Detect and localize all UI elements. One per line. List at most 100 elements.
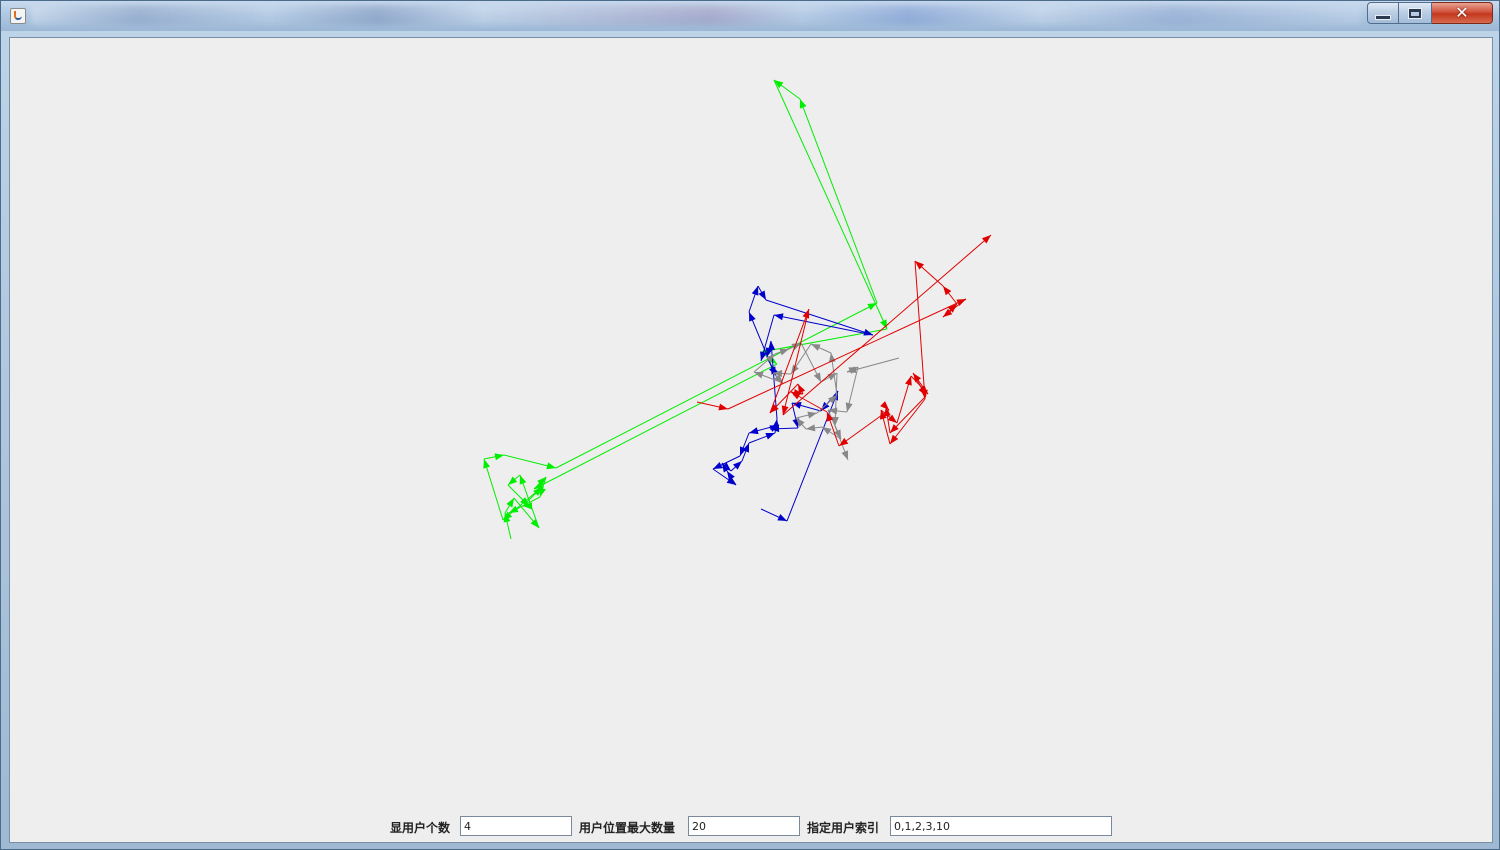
arrow-head	[546, 462, 556, 470]
arrow-head	[791, 364, 799, 374]
arrow-head	[760, 351, 767, 361]
arrow-head	[826, 412, 834, 422]
user-path-1	[712, 285, 874, 522]
arrow-head	[765, 347, 773, 357]
path-segment	[765, 299, 874, 336]
arrow-head	[879, 410, 887, 420]
arrow-head	[777, 514, 787, 521]
arrow-head	[807, 411, 817, 419]
control-bar: 显用户个数 用户位置最大数量 指定用户索引	[10, 814, 1492, 840]
arrow-head	[768, 341, 776, 351]
arrow-head	[890, 424, 899, 433]
minimize-icon	[1375, 14, 1391, 20]
arrow-head	[822, 427, 832, 435]
path-segment	[748, 311, 772, 366]
arrow-head	[483, 459, 491, 469]
arrow-head	[765, 354, 775, 363]
arrow-head	[887, 414, 897, 423]
arrow-head	[732, 461, 742, 470]
path-segment	[533, 363, 778, 490]
arrow-head	[943, 286, 952, 296]
arrow-head	[721, 462, 731, 471]
close-button[interactable]: ✕	[1432, 2, 1493, 24]
arrow-head	[718, 403, 728, 411]
arrow-head	[918, 386, 926, 396]
arrow-head	[779, 348, 789, 356]
arrow-head	[831, 416, 839, 426]
path-segment	[773, 314, 874, 336]
arrow-head	[751, 286, 759, 296]
arrow-head	[792, 402, 802, 409]
arrow-head	[806, 424, 816, 432]
user-index-input[interactable]	[890, 816, 1112, 836]
arrow-head	[839, 437, 849, 446]
arrow-head	[813, 372, 821, 382]
user-count-label: 显用户个数	[390, 821, 451, 835]
path-segment	[773, 79, 888, 330]
arrow-head	[770, 404, 779, 413]
arrow-head	[506, 498, 514, 508]
arrow-head	[880, 401, 889, 410]
arrow-head	[811, 344, 821, 351]
user-path-3	[696, 234, 992, 447]
path-segment	[782, 234, 992, 416]
path-segment	[914, 260, 926, 400]
title-bar-blur	[31, 5, 1361, 25]
arrow-head	[494, 453, 504, 461]
maximize-button[interactable]	[1399, 2, 1432, 24]
arrow-head	[523, 502, 532, 510]
arrow-head	[821, 401, 830, 411]
path-canvas	[483, 79, 992, 540]
minimize-button[interactable]	[1367, 2, 1399, 24]
arrow-head	[519, 475, 527, 485]
arrow-head	[799, 99, 807, 109]
title-bar[interactable]: ✕	[1, 1, 1499, 31]
arrow-head	[915, 261, 925, 270]
arrow-head	[742, 443, 749, 453]
arrow-head	[537, 477, 546, 486]
arrow-head	[781, 405, 789, 415]
user-path-0	[483, 79, 888, 540]
arrow-head	[503, 511, 513, 520]
arrow-head	[749, 312, 756, 322]
arrow-head	[754, 371, 764, 379]
path-segment	[483, 458, 504, 521]
path-segment	[769, 308, 810, 414]
arrow-head	[726, 476, 736, 485]
arrow-head	[727, 471, 735, 481]
arrow-head	[774, 374, 783, 383]
user-index-label: 指定用户索引	[807, 821, 880, 835]
arrow-head	[793, 389, 803, 396]
path-segment	[519, 474, 540, 529]
arrow-head	[828, 407, 838, 415]
arrow-head	[848, 367, 858, 374]
arrow-head	[796, 418, 805, 428]
close-icon: ✕	[1455, 3, 1469, 22]
arrow-head	[905, 376, 912, 386]
arrow-head	[827, 373, 837, 381]
arrow-head	[798, 384, 806, 394]
arrow-head	[509, 505, 519, 513]
arrow-head	[758, 290, 766, 300]
arrow-head	[827, 395, 837, 404]
arrow-head	[913, 373, 922, 383]
arrow-head	[772, 419, 780, 429]
arrow-head	[845, 402, 853, 412]
path-segment	[727, 298, 967, 410]
user-count-input[interactable]	[460, 816, 572, 836]
arrow-head	[530, 518, 539, 528]
arrow-head	[948, 304, 957, 313]
path-segment	[555, 302, 878, 469]
arrow-head	[713, 461, 723, 469]
path-segment	[889, 398, 926, 445]
arrow-head	[539, 487, 546, 497]
maximize-icon	[1409, 8, 1421, 18]
arrow-head	[841, 450, 849, 460]
arrow-head	[508, 476, 518, 485]
arrow-head	[749, 427, 759, 435]
path-segment	[799, 98, 878, 304]
arrow-head	[890, 434, 899, 444]
max-positions-input[interactable]	[688, 816, 800, 836]
arrow-head	[774, 80, 784, 89]
java-app-icon[interactable]	[10, 8, 26, 24]
